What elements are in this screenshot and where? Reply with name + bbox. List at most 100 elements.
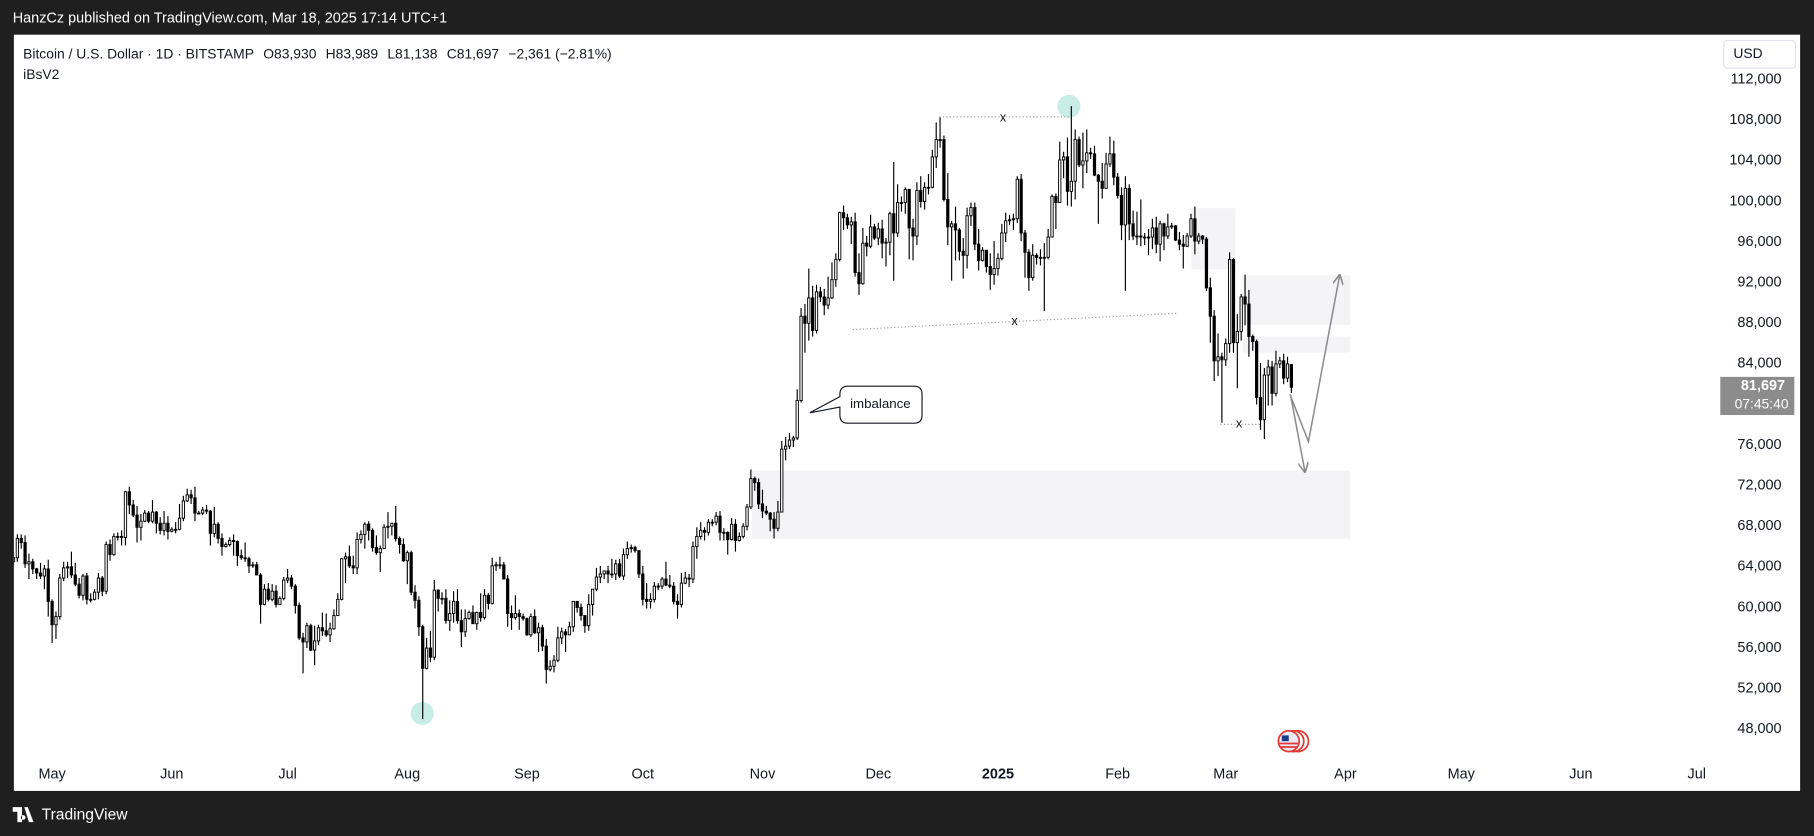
candle-body — [521, 616, 525, 620]
candle-body — [309, 625, 313, 651]
candle-body — [784, 445, 788, 450]
candle-body — [1154, 227, 1158, 245]
candle-body — [475, 612, 479, 625]
candle-body — [590, 588, 595, 605]
candle-body — [977, 243, 981, 261]
arrow — [1289, 275, 1340, 445]
high: H83,989 — [326, 45, 379, 61]
candle-body — [293, 585, 297, 606]
candle-body — [980, 249, 985, 261]
candle-body — [1139, 235, 1143, 238]
candle-body — [1085, 152, 1089, 162]
candle-body — [849, 221, 853, 226]
candle-body — [1235, 330, 1239, 344]
candle-body — [444, 597, 448, 622]
candle-body — [672, 585, 676, 602]
candle-body — [857, 272, 861, 285]
candle-body — [135, 514, 139, 528]
candle-body — [1077, 139, 1081, 166]
candle-body — [216, 523, 220, 539]
candle-body — [853, 221, 857, 274]
low: L81,138 — [387, 45, 437, 61]
candle-body — [760, 503, 765, 512]
currency-button[interactable]: USD — [1723, 39, 1797, 69]
y-tick-label: 96,000 — [1737, 234, 1781, 250]
currency-box[interactable] — [1723, 39, 1797, 69]
candle-body — [563, 631, 568, 636]
candle-body — [139, 520, 143, 528]
x-mark: x — [1011, 313, 1018, 328]
candle-body — [77, 583, 81, 596]
candle-body — [428, 647, 433, 658]
candle-body — [324, 630, 328, 636]
candle-body — [448, 613, 452, 622]
candle-body — [934, 139, 938, 158]
candle-body — [50, 600, 54, 626]
candle-body — [38, 572, 43, 577]
candle-body — [116, 535, 120, 538]
candle-body — [1143, 236, 1147, 239]
candle-body — [467, 612, 471, 620]
candle-body — [46, 568, 50, 602]
symbol: Bitcoin / U.S. Dollar · 1D · BITSTAMP — [23, 45, 254, 61]
candle-body — [1023, 232, 1027, 253]
candle-body — [112, 535, 116, 556]
candle-body — [1274, 363, 1278, 394]
candle-body — [455, 600, 460, 622]
candle-body — [961, 250, 965, 256]
candle-body — [394, 522, 398, 539]
candle-body — [834, 258, 838, 281]
candle-body — [150, 511, 155, 522]
candle-body — [69, 566, 74, 576]
candle-body — [737, 535, 741, 541]
currency[interactable]: USD — [1733, 45, 1762, 61]
candle-body — [367, 523, 371, 531]
candle-body — [243, 557, 247, 560]
candle-body — [274, 590, 278, 605]
x-tick-label: Dec — [865, 767, 891, 783]
candle-body — [1173, 225, 1178, 241]
candle-body — [204, 509, 209, 512]
candle-body — [1251, 336, 1255, 343]
candle-body — [602, 570, 606, 575]
candle-body — [1220, 356, 1224, 361]
candle-body — [81, 575, 85, 596]
candle-body — [355, 539, 359, 569]
candle-body — [166, 522, 170, 532]
candle-body — [583, 615, 587, 627]
candle-body — [1285, 363, 1290, 379]
candle-body — [27, 561, 31, 565]
candle-body — [1011, 218, 1016, 221]
candle-body — [841, 212, 846, 219]
candle-body — [440, 597, 444, 600]
candle-body — [1212, 315, 1216, 362]
candle-body — [432, 589, 436, 658]
candle-body — [861, 242, 865, 285]
candle-body — [131, 504, 135, 516]
y-tick-label: 100,000 — [1729, 193, 1781, 209]
candle-body — [224, 544, 228, 548]
candle-body — [618, 563, 622, 577]
candle-body — [1031, 254, 1035, 279]
candles — [13, 106, 1294, 720]
candle-body — [865, 242, 869, 247]
indicator: iBsV2 — [23, 66, 60, 82]
y-tick-label: 56,000 — [1737, 640, 1781, 656]
candle-body — [807, 297, 811, 324]
candle-body — [922, 186, 927, 202]
candle-body — [1089, 152, 1093, 155]
countdown: 07:45:40 — [1735, 395, 1789, 411]
candle-body — [726, 531, 730, 540]
candle-body — [675, 600, 680, 605]
candle-body — [818, 291, 823, 298]
candle-body — [814, 291, 819, 331]
candle-body — [1007, 219, 1012, 222]
candle-body — [1027, 251, 1031, 279]
candle-body — [278, 597, 282, 605]
candle-body — [197, 512, 201, 515]
candle-body — [177, 517, 182, 530]
candle-body — [679, 582, 684, 605]
candle-body — [85, 575, 89, 600]
candle-body — [332, 615, 336, 630]
